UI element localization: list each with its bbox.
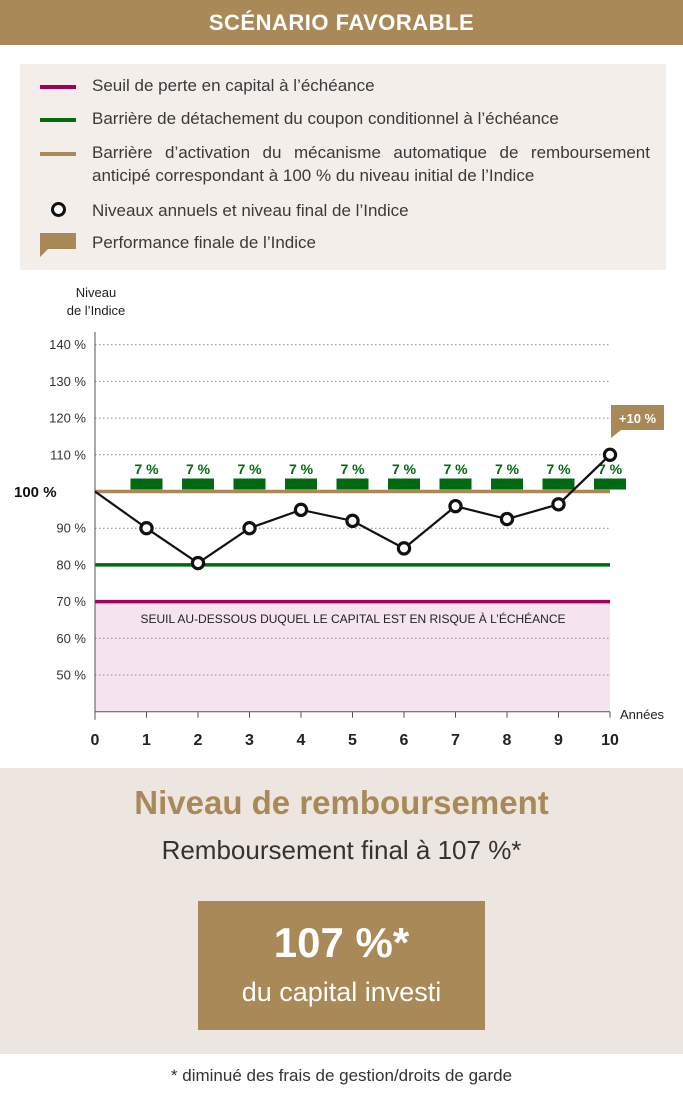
result-subtitle: Remboursement final à 107 %* — [161, 835, 522, 865]
coupon-bar — [233, 478, 266, 490]
y-tick-label: 50 % — [56, 668, 86, 683]
flag-icon — [40, 233, 76, 257]
circle-marker-icon — [51, 202, 66, 217]
x-tick-label: 9 — [554, 732, 563, 749]
coupon-label: 7 % — [237, 461, 262, 477]
result-value: 107 %* — [273, 919, 410, 966]
scenario-header: SCÉNARIO FAVORABLE — [0, 0, 683, 45]
x-tick-label: 2 — [194, 732, 203, 749]
final-performance-flag: +10 % — [611, 405, 664, 438]
footnote: * diminué des frais de gestion/droits de… — [170, 1066, 513, 1085]
coupon-bar — [542, 478, 575, 490]
index-level-point — [190, 555, 206, 571]
legend-label: Barrière de détachement du coupon condit… — [92, 109, 559, 128]
index-chart: 50 % 60 % 70 % 80 % 90 % 110 % 120 % 130 % 140 %… — [14, 285, 665, 749]
final-performance-flag-shape — [611, 405, 664, 438]
index-level-point — [345, 513, 360, 529]
legend-label: Seuil de perte en capital à l’échéance — [92, 76, 375, 95]
x-tick-label: 0 — [91, 732, 100, 749]
x-tick-label: 1 — [142, 732, 151, 749]
y-tick-label: 80 % — [56, 557, 86, 572]
legend-label: Barrière d’activation du mécanisme autom… — [92, 143, 650, 185]
index-level-point — [293, 502, 309, 518]
reference-100-label: 100 % — [14, 484, 57, 501]
final-performance-label: +10 % — [619, 411, 657, 426]
coupon-label: 7 % — [495, 461, 520, 477]
y-tick-label: 60 % — [56, 631, 86, 646]
index-level-point — [139, 520, 154, 536]
x-tick-label: 5 — [348, 732, 357, 749]
result-caption: du capital investi — [241, 977, 442, 1007]
labels: Niveau de l’Indice Années SEUIL AU-DESSO… — [14, 285, 665, 722]
coupon-bar — [182, 478, 214, 490]
risk-zone — [95, 601, 610, 712]
y-axis-title-line2: de l’Indice — [67, 303, 126, 318]
y-tick-label: 110 % — [50, 447, 86, 462]
axes: 0 1 2 3 4 5 6 7 8 9 10 — [91, 332, 619, 749]
x-tick-label: 6 — [400, 732, 409, 749]
coupon-label: 7 % — [289, 461, 314, 477]
coupon-bar — [491, 478, 523, 490]
legend-label: Performance finale de l’Indice — [92, 233, 316, 252]
legend-label: Niveaux annuels et niveau final de l’Ind… — [92, 201, 409, 220]
coupon-label: 7 % — [598, 461, 623, 477]
index-level-point — [499, 511, 515, 527]
x-tick-label: 3 — [245, 732, 254, 749]
legend-panel: Seuil de perte en capital à l’échéance B… — [20, 64, 666, 270]
barriers — [95, 489, 610, 604]
coupon-label: 7 % — [443, 461, 468, 477]
coupon-label: 7 % — [134, 461, 159, 477]
index-level-point — [602, 447, 618, 462]
y-axis-title-line1: Niveau — [76, 285, 116, 300]
y-tick-label: 140 % — [49, 337, 86, 352]
x-tick-label: 4 — [297, 732, 306, 749]
index-level-point — [551, 497, 566, 512]
tan-line-icon — [40, 152, 76, 156]
coupon-label: 7 % — [340, 461, 365, 477]
result-box: 107 %* du capital investi — [198, 901, 485, 1030]
x-tick-label: 7 — [451, 732, 460, 749]
coupon-bar — [388, 478, 420, 490]
x-tick-label: 8 — [503, 732, 512, 749]
y-tick-label: 90 % — [56, 521, 86, 536]
x-tick-label: 10 — [601, 732, 619, 749]
coupon-bar — [439, 478, 472, 490]
result-title: Niveau de remboursement — [134, 784, 549, 821]
coupons: 7 % 7 % 7 % 7 % 7 % 7 % 7 % 7 % 7 % 7 % — [130, 461, 626, 490]
risk-zone-label: SEUIL AU-DESSOUS DUQUEL LE CAPITAL EST E… — [140, 611, 565, 626]
coupon-bar — [594, 478, 626, 490]
index-level-point — [448, 498, 463, 514]
scenario-title: SCÉNARIO FAVORABLE — [208, 10, 475, 35]
y-tick-label: 120 % — [49, 411, 86, 426]
x-axis-title: Années — [620, 707, 665, 722]
y-tick-label: 130 % — [49, 374, 86, 389]
y-tick-label: 70 % — [56, 594, 86, 609]
series — [94, 447, 618, 571]
coupon-label: 7 % — [392, 461, 417, 477]
coupon-label: 7 % — [186, 461, 211, 477]
coupon-bar — [285, 478, 317, 490]
magenta-line-icon — [40, 85, 76, 89]
coupon-bar — [130, 478, 163, 490]
result-panel: Niveau de remboursement Remboursement fi… — [0, 768, 683, 1054]
coupon-label: 7 % — [546, 461, 571, 477]
index-level-point — [242, 520, 257, 536]
index-level-point — [396, 541, 412, 556]
green-line-icon — [40, 118, 76, 122]
coupon-bar — [336, 478, 369, 490]
